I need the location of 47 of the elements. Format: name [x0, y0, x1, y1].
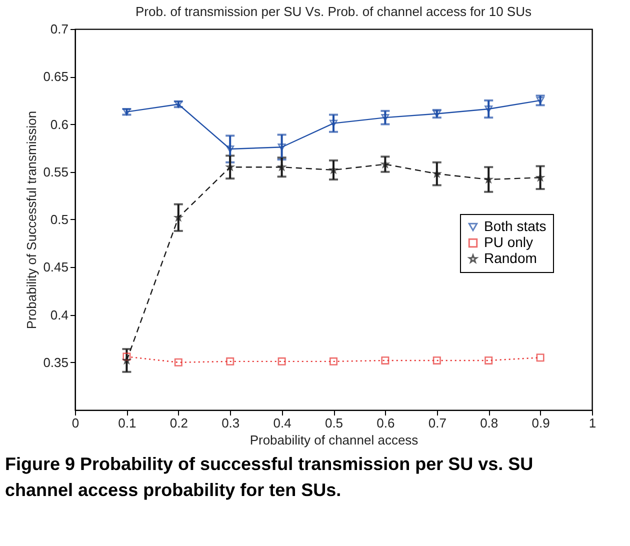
x-tick-label: 0.3: [222, 416, 240, 430]
y-tick-label: 0.65: [43, 69, 68, 84]
point: [226, 145, 234, 153]
point: [278, 163, 286, 170]
legend-label: Both stats: [484, 218, 546, 234]
y-tick-label: 0.4: [50, 307, 68, 322]
x-tick-label: 0.5: [324, 416, 344, 430]
y-tick-label: 0.7: [50, 22, 68, 36]
point: [278, 357, 286, 366]
x-tick-label: 0.2: [170, 416, 188, 430]
point: [278, 144, 286, 151]
point: [122, 352, 131, 361]
point: [381, 160, 390, 168]
point: [484, 105, 493, 113]
chart-title: Prob. of transmission per SU Vs. Prob. of channel access for 10 SUs: [136, 4, 532, 19]
point: [381, 356, 390, 364]
x-tick-label: 0.1: [118, 416, 136, 430]
y-tick-label: 0.35: [43, 354, 68, 370]
x-tick-label: 0.6: [376, 416, 395, 430]
x-tick-label: 0.9: [532, 416, 550, 430]
point: [174, 358, 182, 366]
x-tick-label: 0.7: [428, 416, 446, 430]
point: [329, 357, 338, 366]
y-tick-label: 0.55: [43, 164, 68, 180]
y-tick-label: 0.6: [50, 116, 68, 132]
y-axis-title: Probability of Successful transmission: [24, 110, 40, 330]
point: [484, 356, 493, 364]
x-axis-title: Probability of channel access: [250, 432, 419, 448]
legend-label: Random: [484, 250, 537, 266]
x-tick-label: 0: [72, 416, 80, 430]
caption: Figure 9 Probability of successful transmission per SU vs. SU channel access probability for ten SUs.: [5, 454, 534, 500]
x-tick-label: 1: [588, 416, 596, 430]
point: [381, 114, 390, 122]
point: [122, 356, 131, 364]
point: [536, 354, 544, 362]
point: [329, 120, 338, 127]
legend-label: PU only: [484, 234, 534, 250]
point: [226, 163, 234, 170]
point: [432, 356, 441, 364]
x-tick-label: 0.4: [273, 416, 292, 430]
point: [484, 175, 492, 183]
x-tick-label: 0.8: [480, 416, 498, 430]
point: [226, 357, 234, 366]
point: [536, 174, 544, 181]
point: [536, 96, 544, 104]
y-tick-label: 0.45: [43, 260, 68, 275]
y-tick-label: 0.5: [50, 212, 68, 227]
